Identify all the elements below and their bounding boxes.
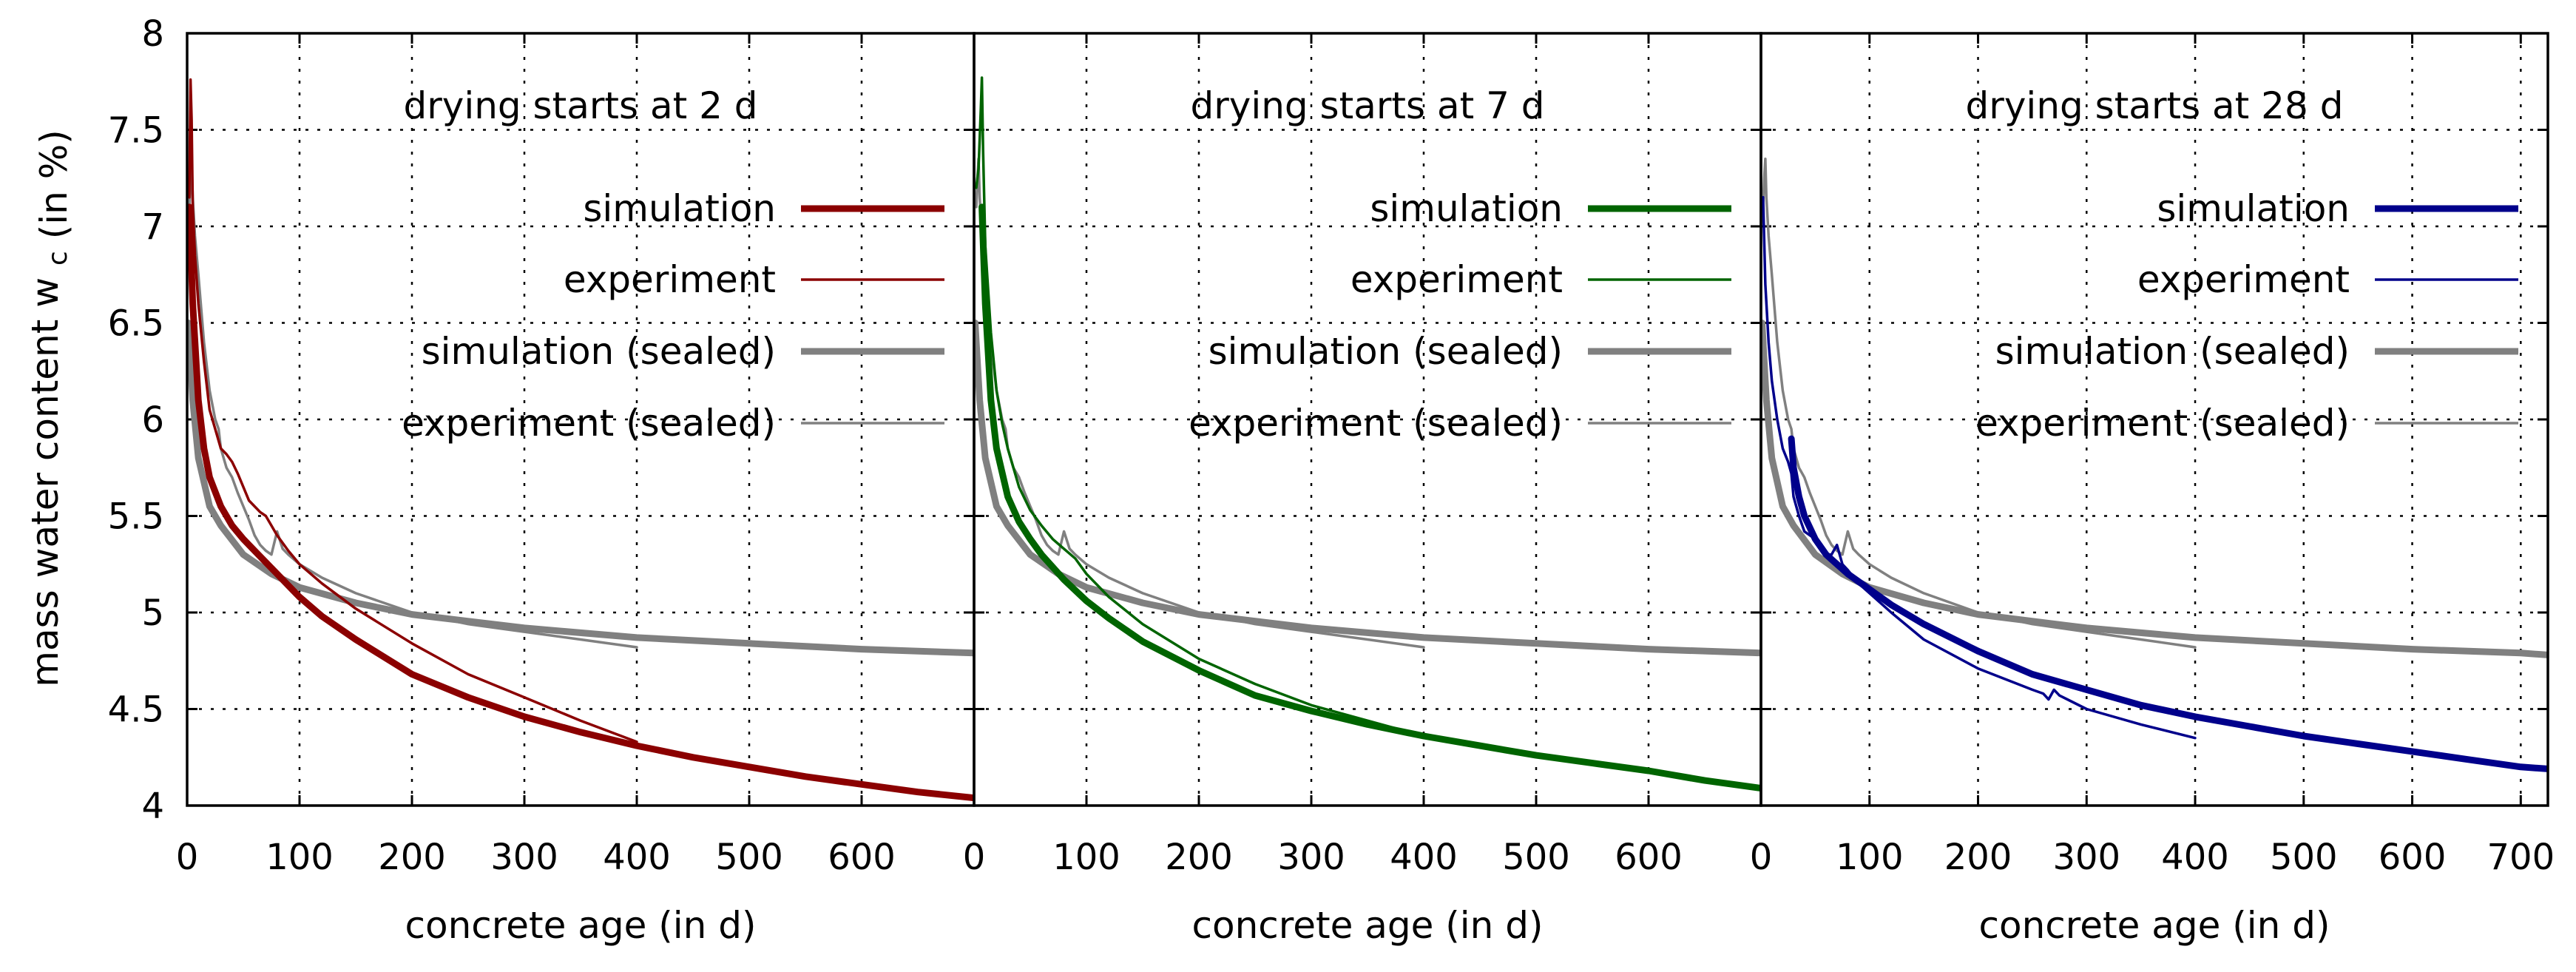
legend-label: simulation [1370, 187, 1563, 230]
x-tick-label: 600 [828, 837, 896, 878]
legend-label: simulation (sealed) [1995, 330, 2350, 373]
legend-label: simulation (sealed) [1208, 330, 1563, 373]
legend-label: simulation [583, 187, 776, 230]
x-tick-labels: 0 100 200 300 400 500 600 700 [1750, 837, 2555, 878]
grid [1761, 33, 2548, 806]
x-tick-label: 200 [378, 837, 446, 878]
x-tick-label: 300 [2052, 837, 2120, 878]
series-line-experiment-sealed [188, 157, 638, 649]
y-axis-label: mass water content w c (in %) [24, 129, 75, 687]
legend-label: experiment (sealed) [1189, 402, 1563, 445]
x-axis-label: concrete age (in d) [1192, 904, 1544, 947]
x-tick-label: 500 [2270, 837, 2338, 878]
series-line-simulation [1788, 435, 2548, 772]
x-tick-label: 500 [715, 837, 783, 878]
panel-title: drying starts at 2 d [403, 84, 757, 127]
series-line-simulation [978, 203, 1761, 792]
tick-marks [973, 32, 1761, 807]
x-tick-label: 100 [1836, 837, 1904, 878]
legend-label: experiment [564, 258, 776, 301]
series-line-experiment [188, 78, 638, 743]
y-tick-label: 7 [141, 206, 164, 248]
y-tick-label: 6 [141, 399, 164, 441]
series-line-experiment [975, 76, 1425, 738]
panel-1: drying starts at 2 d simulation experiment… [176, 32, 976, 947]
y-axis-label-symbol: w [24, 277, 67, 308]
x-tick-label: 100 [1052, 837, 1120, 878]
x-tick-label: 0 [1750, 837, 1773, 878]
legend-label: experiment [2137, 258, 2350, 301]
legend-label: experiment (sealed) [1975, 402, 2350, 445]
y-tick-label: 5 [141, 593, 164, 634]
y-tick-label: 8 [141, 13, 164, 55]
x-tick-label: 200 [1165, 837, 1233, 878]
y-tick-label: 4 [141, 786, 164, 827]
x-tick-label: 700 [2487, 837, 2555, 878]
x-tick-label: 0 [176, 837, 199, 878]
panels: 4 4.5 5 5.5 6 6.5 7 7.5 8 drying starts at 2 d sim… [108, 13, 2555, 947]
y-tick-label: 5.5 [108, 496, 164, 538]
x-tick-label: 100 [266, 837, 334, 878]
x-tick-label: 400 [603, 837, 671, 878]
series-line-simulation-sealed [974, 320, 1761, 657]
legend-label: experiment (sealed) [402, 402, 776, 445]
legend-label: experiment [1350, 258, 1563, 301]
y-axis-label-text: mass water content [24, 320, 67, 687]
x-tick-label: 400 [2161, 837, 2229, 878]
x-tick-label: 0 [963, 837, 986, 878]
y-tick-label: 4.5 [108, 689, 164, 731]
legend: simulation experiment simulation (sealed) e… [1975, 187, 2518, 445]
y-axis-label-subscript: c [43, 251, 73, 266]
y-tick-labels: 4 4.5 5 5.5 6 6.5 7 7.5 8 [108, 13, 164, 827]
x-axis-label: concrete age (in d) [1979, 904, 2330, 947]
series-line-experiment [1762, 196, 2197, 740]
series [1761, 157, 2548, 772]
series-line-experiment-sealed [1762, 157, 2197, 649]
y-tick-label: 7.5 [108, 110, 164, 152]
y-tick-label: 6.5 [108, 303, 164, 345]
y-axis-label-unit: (in %) [33, 129, 75, 239]
x-tick-label: 200 [1944, 837, 2012, 878]
x-tick-labels: 0 100 200 300 400 500 600 [176, 837, 896, 878]
x-tick-label: 300 [490, 837, 558, 878]
legend-label: simulation (sealed) [422, 330, 776, 373]
legend: simulation experiment simulation (sealed) e… [1189, 187, 1731, 445]
x-tick-label: 300 [1277, 837, 1345, 878]
plot-frame [1759, 32, 2549, 807]
x-tick-label: 500 [1502, 837, 1570, 878]
x-tick-label: 400 [1390, 837, 1458, 878]
panel-3: drying starts at 28 d simulation experimen… [1750, 32, 2555, 947]
series-line-simulation [187, 203, 974, 802]
series [187, 78, 974, 802]
legend-label: simulation [2157, 187, 2350, 230]
legend: simulation experiment simulation (sealed) e… [402, 187, 944, 445]
panel-title: drying starts at 28 d [1966, 84, 2344, 127]
x-axis-label: concrete age (in d) [405, 904, 757, 947]
x-tick-label: 600 [1615, 837, 1683, 878]
panel-2: drying starts at 7 d simulation experiment… [963, 32, 1762, 947]
series [974, 76, 1761, 792]
x-tick-label: 600 [2379, 837, 2447, 878]
panel-title: drying starts at 7 d [1190, 84, 1544, 127]
x-tick-labels: 0 100 200 300 400 500 600 [963, 837, 1683, 878]
